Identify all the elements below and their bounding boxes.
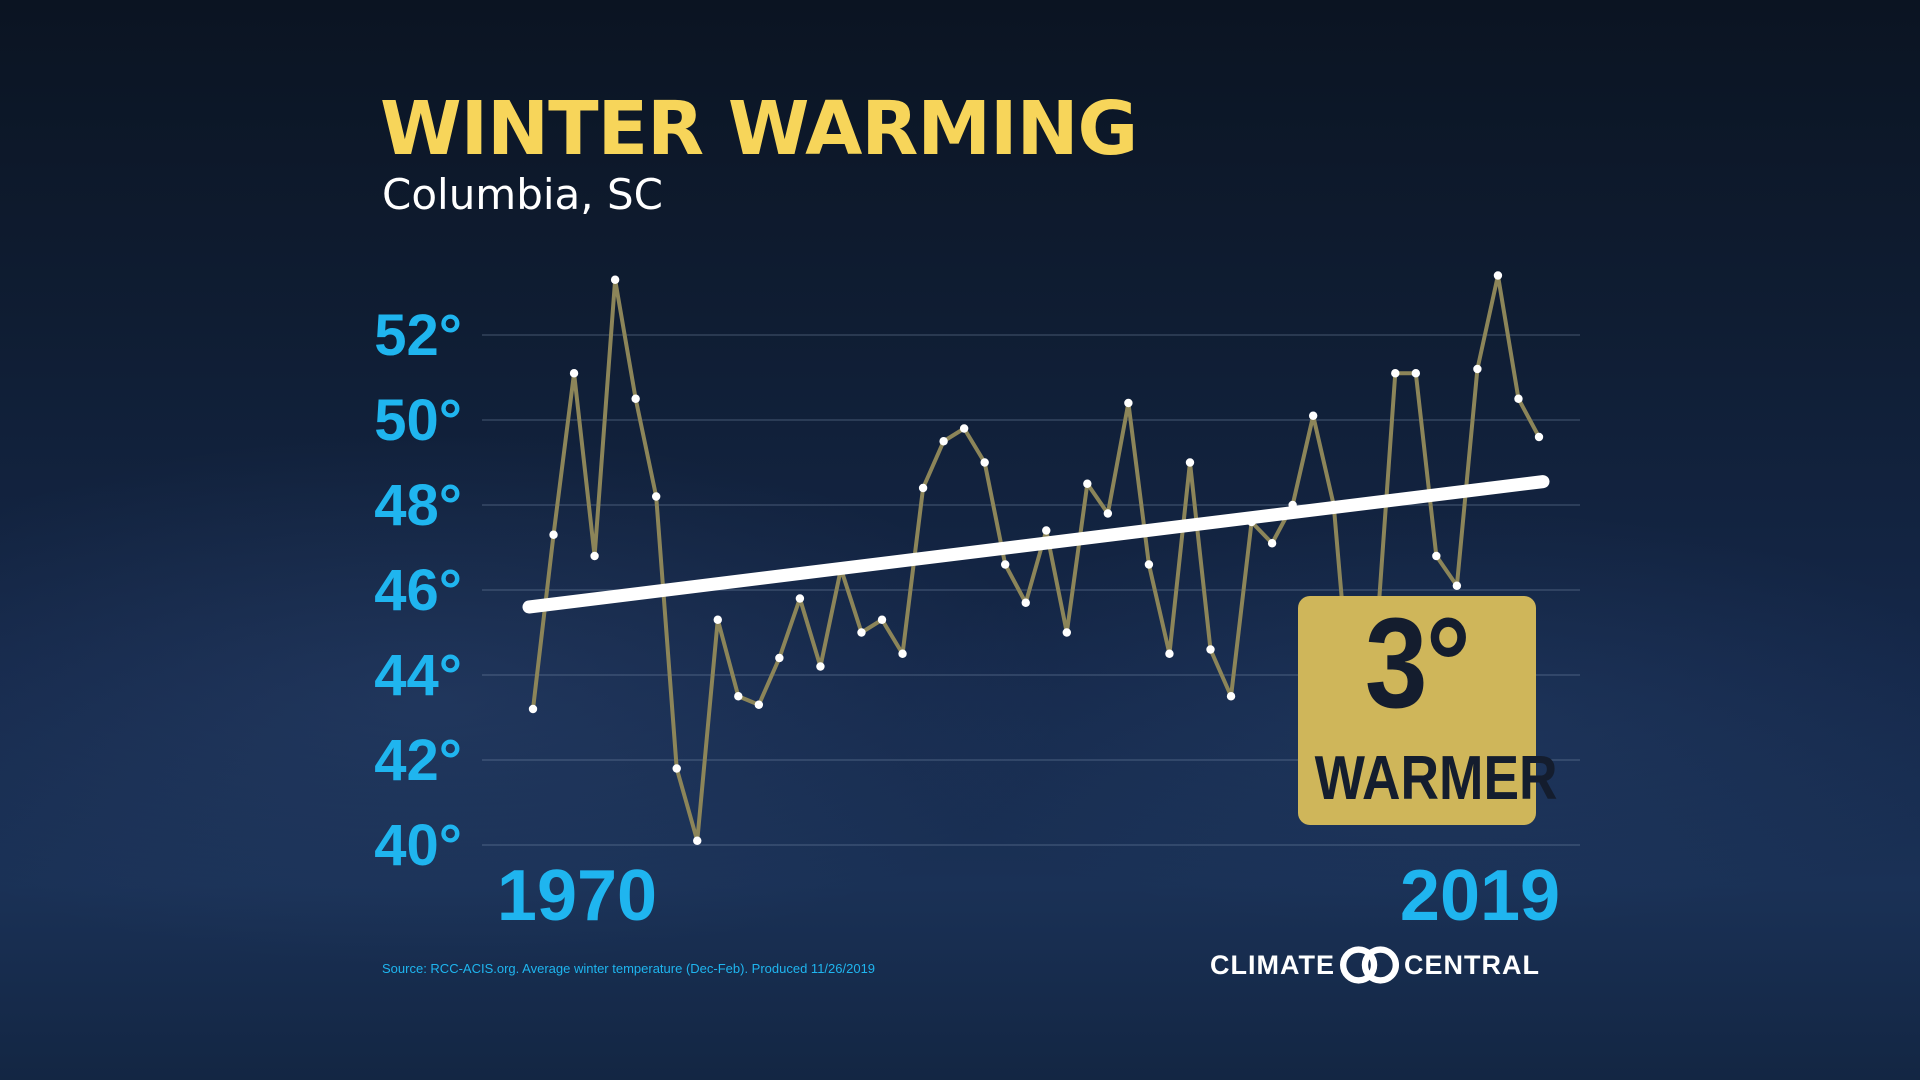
- data-point-1995: [1042, 526, 1051, 535]
- data-point-1991: [959, 424, 969, 433]
- data-point-2000: [1144, 560, 1154, 569]
- x-axis-ticks: 1970 2019: [497, 856, 1560, 936]
- y-tick-label-40: 40°: [374, 813, 462, 878]
- y-tick-label-42: 42°: [374, 728, 462, 793]
- data-point-1986: [857, 628, 866, 637]
- x-tick-label-end: 2019: [1400, 856, 1560, 936]
- data-point-2014: [1432, 551, 1441, 561]
- data-point-2016: [1473, 364, 1482, 374]
- data-point-1987: [877, 615, 887, 624]
- y-tick-label-48: 48°: [374, 473, 462, 538]
- data-point-1992: [980, 458, 989, 467]
- data-point-2001: [1165, 649, 1174, 658]
- y-tick-label-44: 44°: [374, 643, 462, 708]
- x-tick-label-start: 1970: [497, 856, 657, 936]
- callout-value: 3°: [1364, 592, 1471, 735]
- data-point-1972: [569, 369, 579, 378]
- chart-subtitle: Columbia, SC: [382, 170, 663, 219]
- y-tick-label-52: 52°: [374, 303, 462, 368]
- data-point-1973: [590, 551, 599, 561]
- data-point-1975: [631, 394, 640, 403]
- data-point-2002: [1185, 458, 1195, 467]
- data-point-1996: [1062, 628, 1071, 637]
- data-point-1994: [1021, 598, 1030, 607]
- data-point-1980: [734, 692, 743, 701]
- data-point-1979: [713, 615, 722, 624]
- data-point-1983: [795, 594, 805, 603]
- y-tick-label-46: 46°: [374, 558, 462, 623]
- data-point-1982: [775, 653, 784, 663]
- chart-title: WINTER WARMING: [380, 86, 1138, 172]
- data-point-1976: [651, 492, 661, 501]
- data-point-1999: [1124, 398, 1133, 408]
- data-point-2015: [1452, 581, 1462, 590]
- logo-text-left: CLIMATE: [1210, 949, 1335, 980]
- trend-line: [522, 475, 1550, 614]
- data-point-2008: [1308, 411, 1318, 420]
- y-axis-ticks: 52° 50° 48° 46° 44° 42° 40°: [374, 303, 462, 878]
- data-point-2004: [1226, 692, 1236, 701]
- data-point-1993: [1001, 560, 1010, 569]
- logo-text-right: CENTRAL: [1404, 949, 1540, 980]
- y-tick-label-50: 50°: [374, 388, 462, 453]
- trend-layer: [522, 475, 1550, 614]
- data-point-1971: [549, 530, 558, 539]
- data-point-1998: [1103, 509, 1113, 518]
- warming-callout-box: 3° WARMER: [1298, 592, 1558, 825]
- data-point-1988: [898, 649, 907, 658]
- data-point-1978: [693, 836, 702, 845]
- data-point-1990: [939, 437, 948, 446]
- data-point-1970: [528, 704, 538, 714]
- data-point-2017: [1493, 271, 1503, 280]
- data-point-1989: [918, 483, 928, 493]
- data-point-1977: [672, 764, 681, 773]
- data-point-2013: [1411, 369, 1421, 378]
- data-point-2003: [1206, 645, 1215, 654]
- climate-central-logo: CLIMATE CENTRAL: [1210, 943, 1540, 987]
- data-point-1984: [816, 662, 825, 671]
- source-note: Source: RCC-ACIS.org. Average winter tem…: [382, 961, 876, 976]
- data-point-2006: [1267, 539, 1277, 548]
- data-point-1981: [754, 700, 764, 709]
- data-point-2019: [1534, 432, 1544, 442]
- data-point-2018: [1514, 394, 1523, 403]
- data-point-1997: [1083, 479, 1092, 488]
- data-point-1974: [610, 275, 620, 284]
- interlocking-rings-icon: [1339, 946, 1400, 984]
- callout-label: WARMER: [1314, 744, 1558, 813]
- data-point-2012: [1391, 369, 1400, 378]
